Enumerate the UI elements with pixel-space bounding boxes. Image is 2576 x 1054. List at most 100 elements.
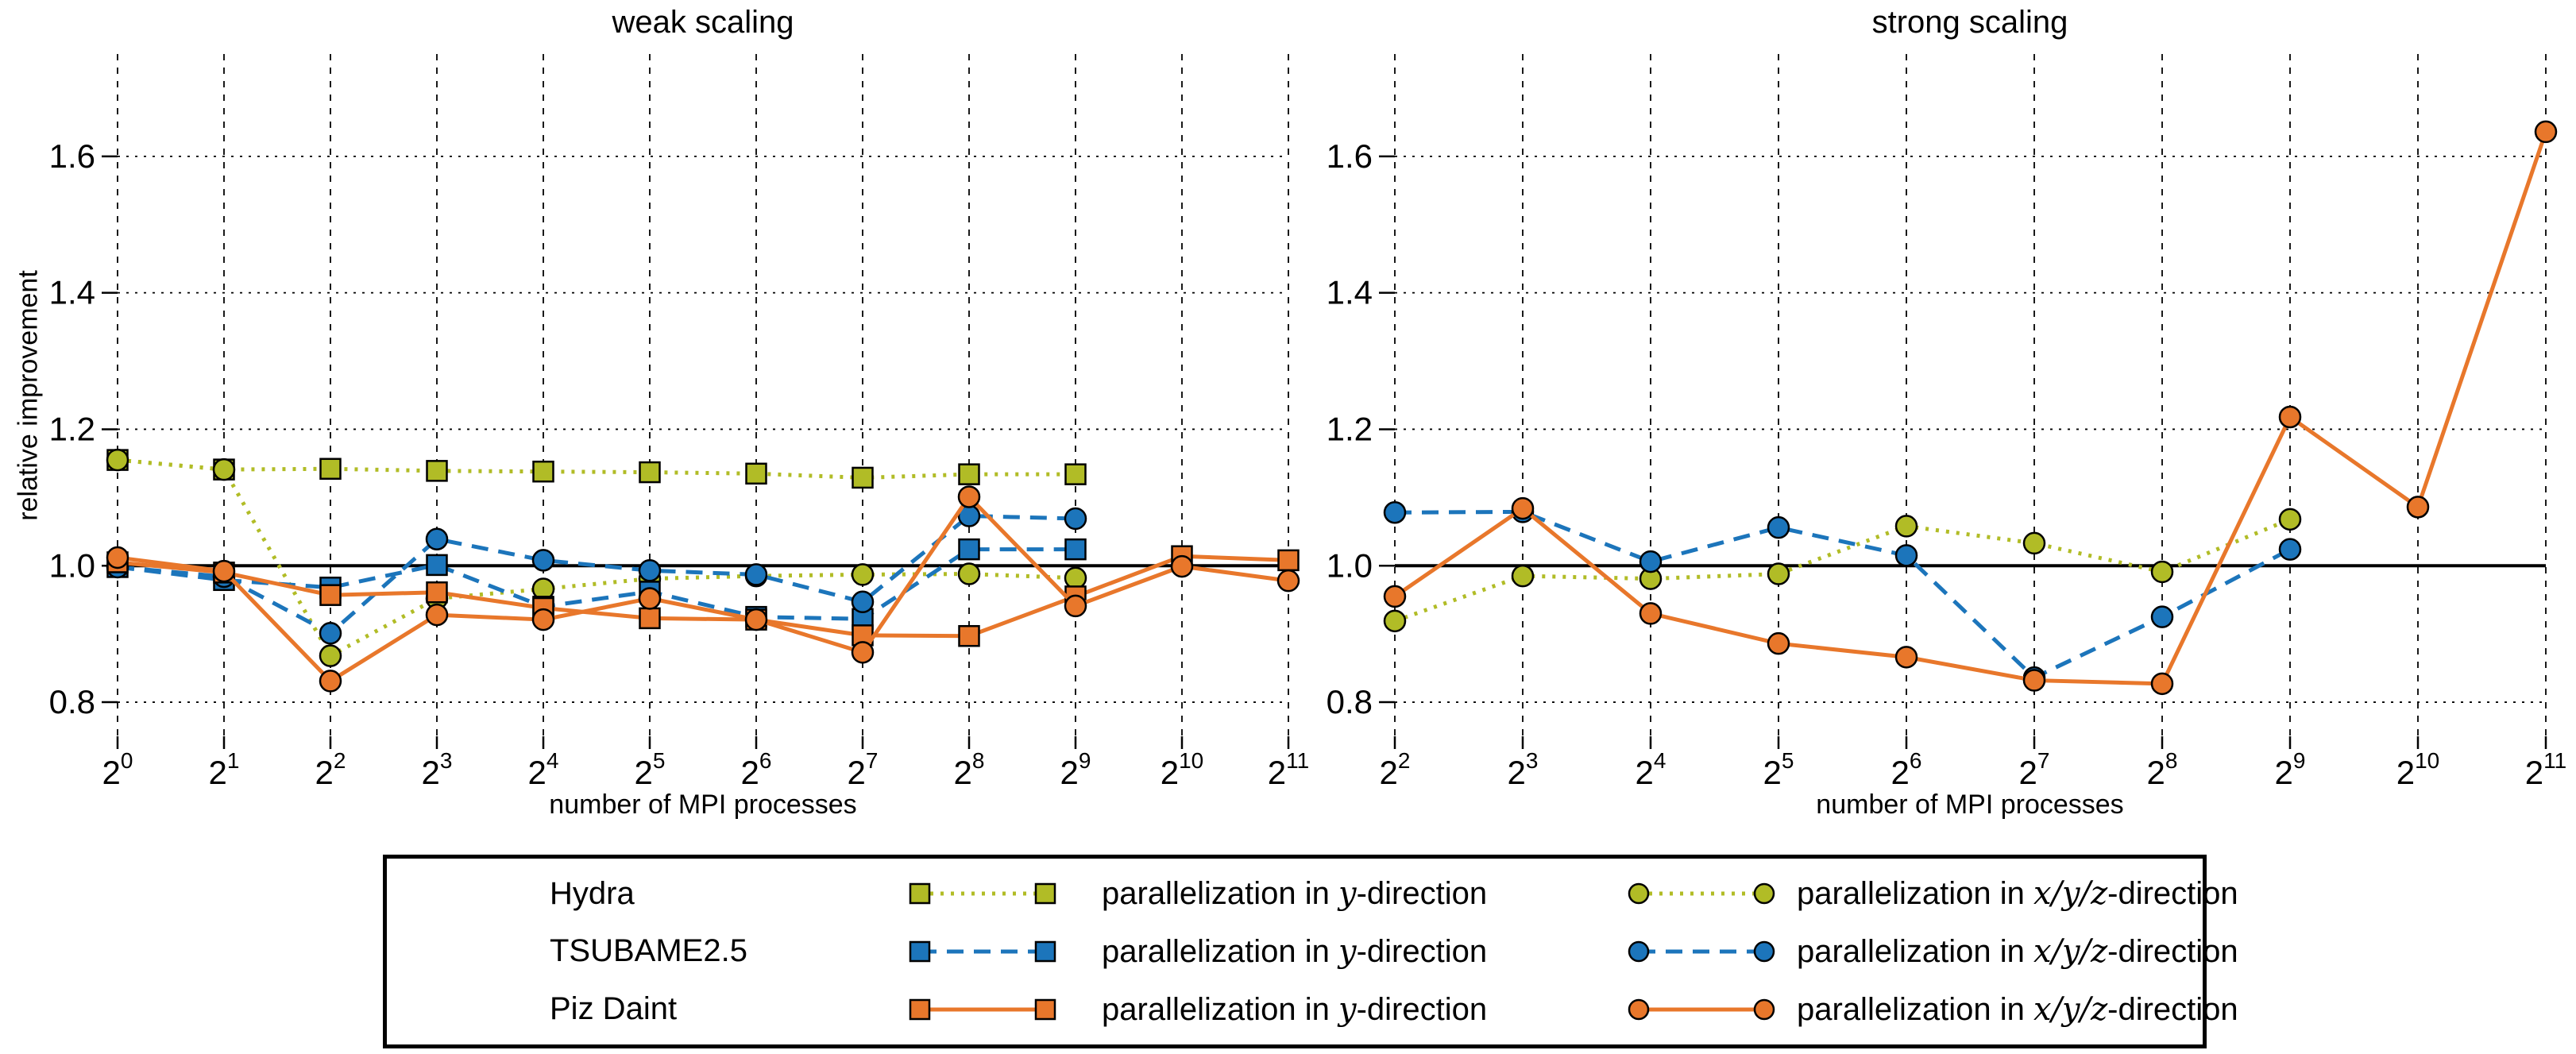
y-tick-label: 1.2 [49,410,95,447]
legend-label-text: parallelization in [1797,991,2033,1027]
x-tick-label: 26 [1891,748,1922,791]
circle-marker-line-glyph [1628,883,1775,905]
x-tick-label: 26 [741,748,772,791]
circle-marker [531,608,555,631]
y-tick-label: 1.4 [49,274,95,311]
circle-marker [106,546,129,569]
square-marker [958,624,980,647]
circle-marker [1383,500,1407,524]
x-tick-label: 24 [1636,748,1666,791]
legend-row-piz-daint: Piz Daint parallelization in y-direction p… [387,982,2238,1037]
circle-marker [1276,569,1300,593]
x-tick-label: 211 [2525,748,2566,791]
square-marker [426,554,448,577]
circle-marker [2278,405,2302,429]
square-marker [1064,538,1087,561]
legend-label-text: -direction [1356,991,1488,1027]
legend-glyph [907,995,1102,1024]
x-tick-label: 27 [848,748,879,791]
legend-glyph [1626,995,1797,1024]
circle-marker [1894,646,1918,669]
series-line [1394,517,2291,624]
legend-system-name: Hydra [550,875,635,911]
circle-marker [2150,605,2174,628]
circle-marker [957,562,981,585]
legend-label-text: -direction [1356,876,1488,912]
x-tick-label: 22 [1380,748,1411,791]
y-tick-label: 1.2 [1327,410,1373,447]
circle-marker [1894,515,1918,538]
x-tick-label: 210 [1161,748,1204,791]
legend-label-text: parallelization in [1102,933,1338,969]
circle-marker-line-glyph [1628,940,1775,963]
series-hydra-parallelization-in-x-y-z-direction [1383,508,2302,633]
circle-marker [1383,585,1407,608]
panel-weak-scaling: 20 21 22 23 24 25 26 27 28 29 210 211 0.8 1.0 1.2 1.4 1.… [49,54,1309,791]
circle-marker [851,641,875,664]
circle-marker [2278,538,2302,561]
square-marker [1277,549,1300,572]
x-tick-label: 23 [1508,748,1539,791]
legend-entry-label: parallelization in x/y/z-direction [1797,875,2238,912]
legend-entry-label: parallelization in x/y/z-direction [1797,991,2238,1028]
legend-glyph [1626,937,1797,966]
series-line [117,554,1289,639]
square-marker [639,607,661,630]
square-marker [532,460,554,483]
legend-label-text: parallelization in [1797,933,2033,969]
x-tick-label: 210 [2396,748,2440,791]
legend: Hydra parallelization in y-direction paral… [383,855,2238,1048]
circle-marker [2150,672,2174,696]
x-tick-label: 25 [635,748,666,791]
square-marker [639,461,661,484]
right-x-axis-label: number of MPI processes [1816,790,2124,820]
circle-marker [2406,496,2430,519]
circle-marker [2534,120,2558,144]
series-hydra-parallelization-in-x-y-z-direction [106,448,1087,667]
legend-label-math: y [1338,932,1357,970]
square-marker-line-glyph [909,940,1056,963]
x-tick-label: 28 [2147,748,2178,791]
legend-label-math: x/y/z [2033,932,2108,970]
y-tick-label: 1.0 [1327,546,1373,584]
left-plot-title: weak scaling [612,5,794,40]
square-marker [426,581,448,604]
series-piz-daint-parallelization-in-x-y-z-direction [1383,120,2558,696]
series-piz-daint-parallelization-in-y-direction [106,545,1300,647]
circle-marker [1639,550,1663,573]
series-line [117,458,1076,658]
x-tick-label: 25 [1763,748,1794,791]
legend-row-hydra: Hydra parallelization in y-direction paral… [387,866,2238,921]
circle-marker [1767,562,1790,585]
circle-marker-line-glyph [1628,998,1775,1020]
legend-system-name: TSUBAME2.5 [550,933,747,969]
series-tsubame2-5-parallelization-in-x-y-z-direction [106,504,1087,645]
x-tick-label: 28 [954,748,985,791]
legend-label-math: y [1338,990,1357,1028]
circle-marker [2022,531,2046,555]
square-marker [852,466,874,489]
series-piz-daint-parallelization-in-x-y-z-direction [106,485,1300,693]
legend-label-math: y [1338,875,1357,913]
circle-marker [1170,554,1194,578]
circle-marker [425,603,449,627]
circle-marker [2022,669,2046,692]
series-tsubame2-5-parallelization-in-x-y-z-direction [1383,500,2302,689]
panel-strong-scaling: 22 23 24 25 26 27 28 29 210 211 0.8 1.0 1.2 1.4 1.6 [1327,54,2566,791]
square-marker-line-glyph [909,998,1056,1020]
legend-label-text: parallelization in [1797,876,2033,912]
right-plot-title: strong scaling [1871,5,2068,40]
x-tick-label: 29 [1060,748,1091,791]
circle-marker [531,549,555,572]
legend-label-text: -direction [2107,991,2238,1027]
legend-glyph [1626,879,1797,908]
legend-label-text: parallelization in [1102,876,1338,912]
circle-marker [851,563,875,586]
square-marker [319,458,342,481]
series-tsubame2-5-parallelization-in-y-direction [106,538,1087,631]
legend-label-text: -direction [1356,933,1488,969]
circle-marker [425,527,449,550]
circle-marker [1064,507,1087,531]
square-marker [958,538,980,561]
left-x-axis-label: number of MPI processes [549,790,857,820]
